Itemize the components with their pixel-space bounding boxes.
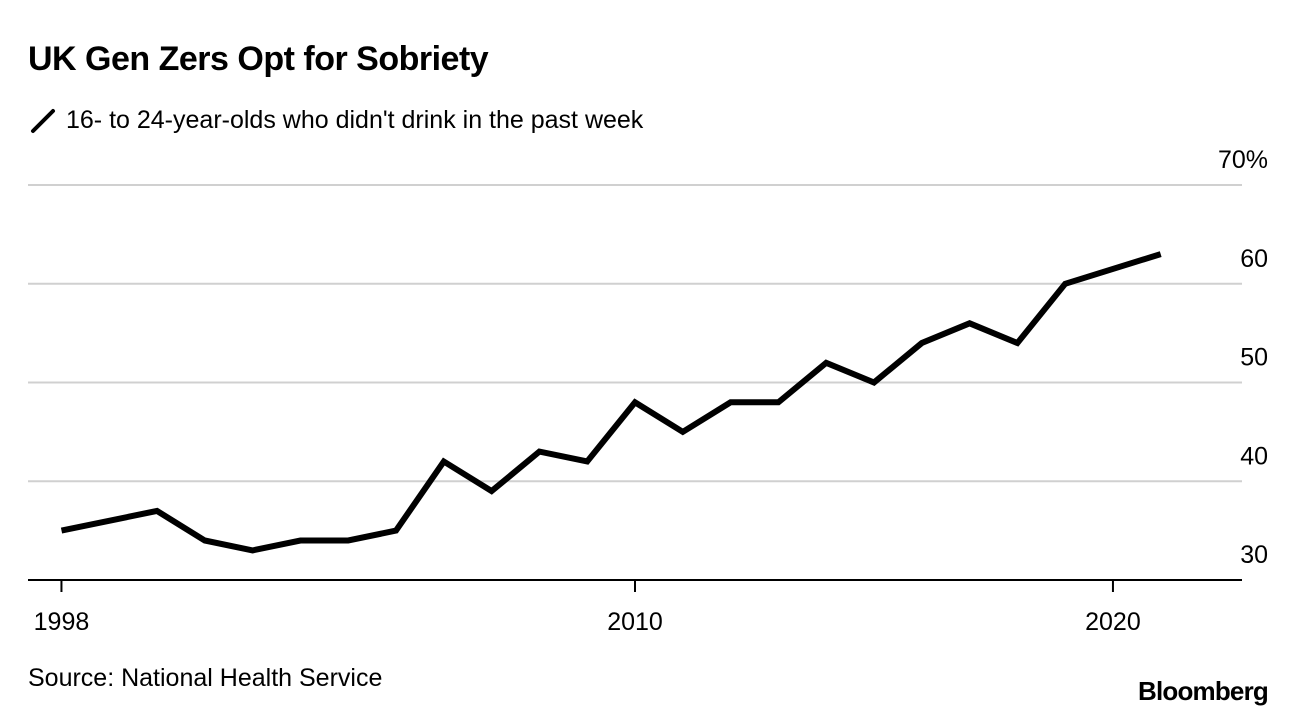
chart-title: UK Gen Zers Opt for Sobriety — [28, 40, 489, 78]
x-tick-label-2010: 2010 — [607, 608, 663, 636]
x-tick-label-2020: 2020 — [1085, 608, 1141, 636]
diagonal-line-icon — [31, 108, 55, 133]
legend-label: 16- to 24-year-olds who didn't drink in … — [66, 106, 644, 134]
y-tick-label-60: 60 — [1240, 245, 1268, 273]
x-tick-label-1998: 1998 — [34, 608, 90, 636]
source-note: Source: National Health Service — [28, 664, 383, 692]
series-line-0 — [60, 251, 1162, 554]
y-tick-label-70: 70% — [1218, 146, 1268, 174]
legend: 16- to 24-year-olds who didn't drink in … — [30, 106, 643, 135]
bloomberg-logo: Bloomberg — [1137, 676, 1269, 706]
y-tick-label-50: 50 — [1240, 344, 1268, 372]
y-tick-label-30: 30 — [1240, 541, 1268, 569]
y-tick-label-40: 40 — [1240, 442, 1268, 470]
